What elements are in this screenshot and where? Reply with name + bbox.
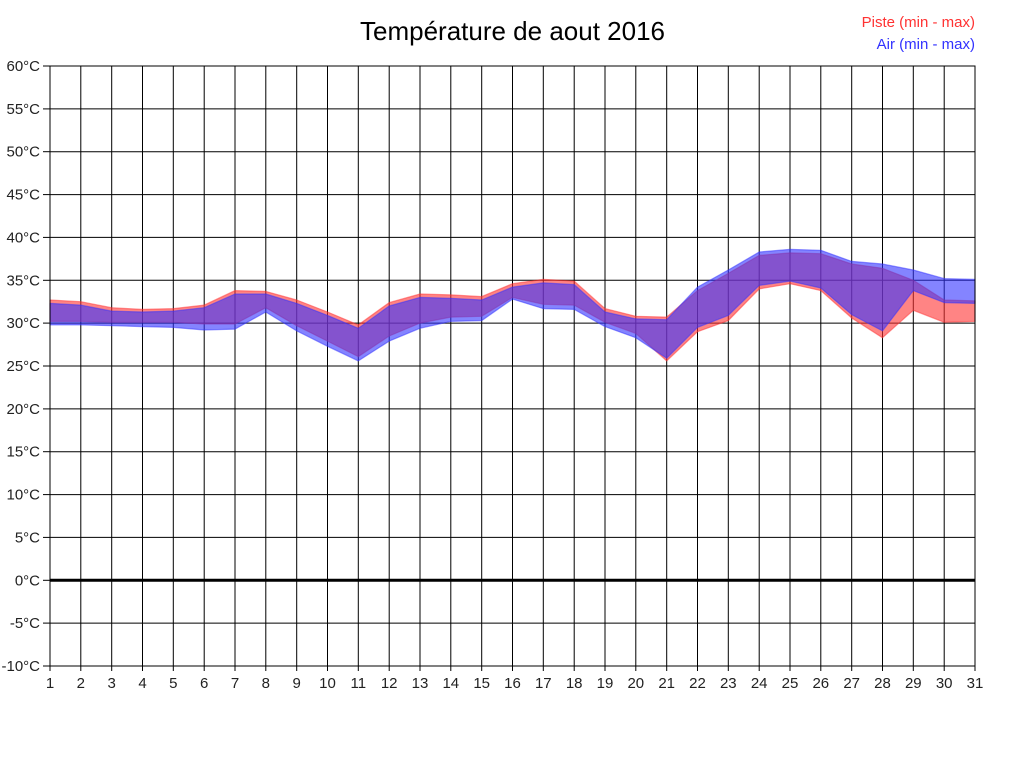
x-tick-label: 22 <box>689 675 706 692</box>
legend: Piste (min - max) Air (min - max) <box>862 12 975 56</box>
x-tick-label: 30 <box>936 675 953 692</box>
y-tick-label: 25°C <box>6 358 40 375</box>
x-tick-label: 18 <box>566 675 583 692</box>
x-tick-label: 29 <box>905 675 922 692</box>
x-tick-label: 2 <box>77 675 85 692</box>
x-tick-label: 13 <box>412 675 429 692</box>
legend-piste-label: Piste (min - max) <box>861 14 975 31</box>
plot-border <box>49 65 976 667</box>
x-tick-label: 23 <box>720 675 737 692</box>
x-tick-label: 17 <box>535 675 552 692</box>
x-tick-label: 27 <box>843 675 860 692</box>
y-tick-label: -5°C <box>10 615 40 632</box>
x-tick-label: 4 <box>138 675 146 692</box>
y-tick-label: 20°C <box>6 401 40 418</box>
x-tick-label: 10 <box>319 675 336 692</box>
y-tick-label: 0°C <box>15 572 40 589</box>
y-tick-label: 55°C <box>6 101 40 118</box>
x-tick-label: 21 <box>658 675 675 692</box>
x-tick-label: 16 <box>504 675 521 692</box>
legend-air-label: Air (min - max) <box>876 36 975 53</box>
x-tick-label: 31 <box>967 675 984 692</box>
x-tick-label: 12 <box>381 675 398 692</box>
x-tick-label: 24 <box>751 675 768 692</box>
x-tick-label: 11 <box>351 675 367 692</box>
x-tick-label: 7 <box>231 675 239 692</box>
y-tick-label: 30°C <box>6 315 40 332</box>
x-tick-label: 26 <box>812 675 829 692</box>
y-tick-label: 15°C <box>6 444 40 461</box>
y-tick-label: 60°C <box>6 58 40 75</box>
x-tick-label: 25 <box>782 675 799 692</box>
x-tick-label: 8 <box>262 675 270 692</box>
x-tick-label: 28 <box>874 675 891 692</box>
x-tick-label: 3 <box>108 675 116 692</box>
y-tick-label: 40°C <box>6 229 40 246</box>
chart-title: Température de aout 2016 <box>360 16 665 46</box>
x-tick-label: 20 <box>627 675 644 692</box>
y-tick-label: 45°C <box>6 187 40 204</box>
x-tick-label: 1 <box>46 675 54 692</box>
y-tick-label: 35°C <box>6 272 40 289</box>
x-tick-label: 19 <box>597 675 614 692</box>
x-tick-label: 14 <box>442 675 459 692</box>
y-tick-label: 50°C <box>6 144 40 161</box>
y-tick-label: -10°C <box>1 658 40 675</box>
y-tick-label: 10°C <box>6 487 40 504</box>
x-tick-label: 5 <box>169 675 177 692</box>
x-tick-label: 9 <box>293 675 301 692</box>
y-tick-label: 5°C <box>15 529 40 546</box>
x-tick-label: 6 <box>200 675 208 692</box>
x-tick-label: 15 <box>473 675 490 692</box>
